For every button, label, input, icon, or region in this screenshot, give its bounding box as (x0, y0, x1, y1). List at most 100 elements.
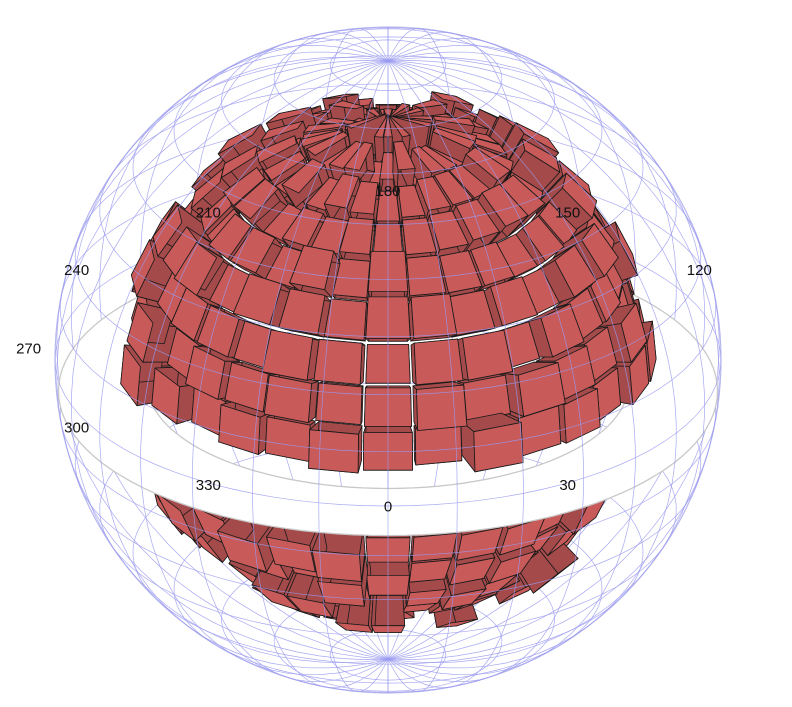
histogram-bar-top (323, 173, 360, 209)
parallel-40-front (132, 125, 389, 280)
histogram-bar-top (432, 115, 476, 127)
histogram-bar-top (224, 362, 269, 413)
parallel-60-front (221, 41, 389, 175)
meridian-348-front (318, 60, 389, 692)
histogram-bar-top (328, 100, 364, 110)
histogram-bar-top (431, 91, 474, 106)
histogram-bar (408, 293, 458, 342)
histogram-bar-top (306, 131, 349, 156)
parallel-30-front (387, 171, 677, 338)
histogram-bar-top (455, 198, 500, 241)
histogram-bar-top (481, 183, 529, 227)
histogram-bar-top (409, 559, 452, 583)
histogram-bar-top (265, 416, 311, 462)
parallel-0-front (387, 354, 722, 507)
parallel-80-front (329, 39, 447, 91)
histogram-bar-top (218, 404, 261, 455)
histogram-bar-top (449, 557, 496, 586)
histogram-bar-top (433, 170, 474, 206)
histogram-bar (534, 244, 597, 306)
histogram-bar-top (281, 158, 325, 194)
histogram-bar-top (303, 122, 346, 133)
parallel-10-front (59, 303, 389, 453)
histogram-bar-top (563, 388, 601, 444)
histogram-bar-top (233, 178, 279, 220)
histogram-bar-top (410, 293, 458, 339)
histogram-bar-top (196, 305, 240, 358)
histogram-bar-top (263, 151, 306, 181)
histogram-bar-top (554, 244, 597, 298)
histogram-bar (410, 338, 464, 386)
histogram-bar (230, 227, 287, 282)
histogram-bar-top (432, 127, 476, 149)
meridian-240-front (187, 51, 389, 95)
histogram-bar (308, 421, 363, 474)
meridian-36-front (387, 60, 584, 677)
histogram-bar-top (521, 138, 561, 173)
meridian-204-front (324, 31, 389, 61)
histogram-bar-top (223, 167, 266, 207)
parallel-20-front (387, 224, 702, 396)
histogram-bar-top (173, 242, 218, 296)
meridian-324-front (192, 60, 389, 677)
azimuth-tick-label-30: 30 (559, 477, 576, 494)
histogram-bar (339, 217, 375, 264)
histogram-bar-top (539, 201, 578, 246)
parallel-50-back (210, 36, 557, 79)
histogram-bar-top (339, 217, 374, 255)
histogram-bar-top (470, 241, 515, 286)
azimuth-tick-label-180: 180 (375, 183, 400, 200)
parallel--20-front (387, 486, 697, 600)
histogram-bar-top (462, 329, 514, 381)
histogram-bar (413, 421, 463, 466)
histogram-bar-top (155, 491, 196, 542)
meridian-156-front (387, 31, 452, 61)
histogram-bar-top (473, 422, 524, 473)
histogram-bar-top (335, 622, 373, 633)
histogram-bar-top (260, 120, 304, 142)
histogram-bar-top (315, 382, 363, 425)
parallel--40-front (158, 601, 389, 665)
parallel--30-front (113, 548, 389, 637)
parallel-40-front (387, 118, 644, 280)
histogram-bar-top (349, 180, 379, 215)
histogram-bar-top (562, 172, 597, 219)
histogram-bar-top (162, 226, 200, 279)
histogram-bar-top (620, 302, 648, 363)
histogram-bar (289, 245, 341, 298)
histogram-bar-top (646, 320, 657, 382)
parallel-60-front (387, 38, 555, 175)
meridian-336-front (252, 60, 389, 685)
parallel--40-front (387, 594, 625, 665)
histogram-bar-top (323, 298, 367, 341)
histogram-bar-top (456, 527, 504, 561)
histogram-bar-top (413, 338, 464, 386)
azimuth-tick-labels: 0 30 120 150 180 210 240 270 300 330 (16, 183, 712, 515)
parallel-50-front (173, 78, 389, 225)
meridian-12-front (387, 60, 458, 692)
histogram-bar (412, 381, 468, 431)
histogram-bar-top (230, 227, 276, 274)
histogram-bar-top (317, 581, 365, 607)
histogram-bar-top (436, 618, 478, 628)
histogram-bar-top (170, 287, 209, 341)
histogram-bar-top (402, 217, 437, 256)
parallel--20-front (84, 495, 389, 600)
wireframe-sphere-front (54, 27, 722, 693)
histogram-bar-top (263, 374, 312, 423)
histogram-bar (263, 373, 319, 423)
histogram-bar-top (415, 424, 463, 466)
azimuth-tick-label-210: 210 (196, 204, 221, 221)
histogram-bar-top (281, 207, 324, 247)
meridian-60-back (387, 614, 603, 669)
histogram-bar-top (343, 141, 373, 171)
parallel-50-front (387, 72, 603, 225)
meridian-144-front (387, 38, 480, 62)
parallel--30-front (387, 540, 669, 637)
parallel--60-front (299, 680, 389, 693)
parallel--10-front (61, 426, 389, 557)
histogram-bar-top (416, 384, 468, 431)
parallel-70-front (273, 28, 503, 130)
azimuth-tick-label-270: 270 (16, 341, 41, 358)
